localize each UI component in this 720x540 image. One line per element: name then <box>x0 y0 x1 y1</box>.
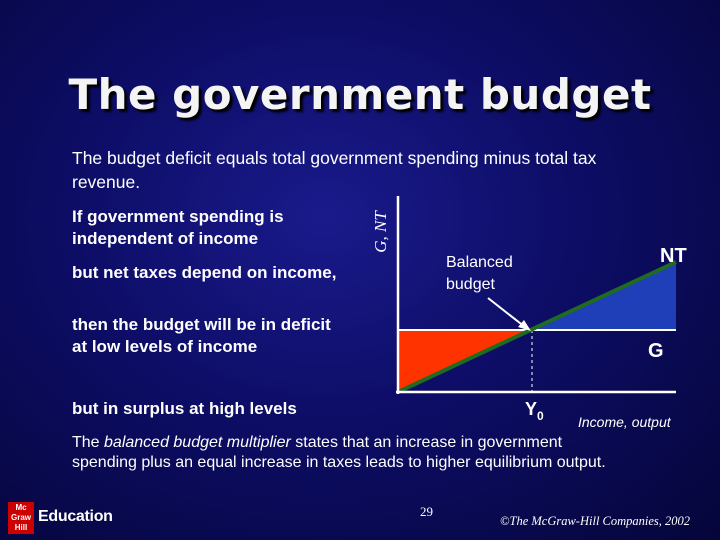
taxes-condition-text: but net taxes depend on income, <box>72 263 337 282</box>
y0-letter: Y <box>525 399 537 419</box>
page-number: 29 <box>420 504 433 519</box>
multiplier-suffix: states that an increase in government sp… <box>72 434 606 471</box>
surplus-condition-text: but in surplus at high levels <box>72 399 297 418</box>
mcgraw-hill-logo: Mc Graw Hill <box>8 502 34 534</box>
x-axis-label: Income, output <box>578 414 672 430</box>
y-axis-label: G, NT <box>371 210 390 253</box>
multiplier-text: The balanced budget multiplier states th… <box>72 433 612 473</box>
balanced-budget-arrow <box>487 297 526 328</box>
multiplier-term: balanced budget multiplier <box>104 434 291 451</box>
slide-title: The government budget <box>68 70 652 119</box>
g-label: G <box>648 340 664 362</box>
education-logo-text: Education <box>38 508 113 525</box>
intro-text: The budget deficit equals total governme… <box>72 148 597 192</box>
y0-subscript: 0 <box>537 409 544 423</box>
nt-label: NT <box>660 245 687 267</box>
balanced-budget-arrowhead <box>518 320 531 331</box>
multiplier-prefix: The <box>72 434 105 451</box>
balanced-label-line1: Balanced <box>446 254 513 271</box>
nt-line <box>397 260 677 394</box>
spending-condition-text: If government spending is independent of… <box>72 207 284 248</box>
balanced-label-line2: budget <box>446 276 495 293</box>
deficit-condition-text: then the budget will be in deficit at lo… <box>72 315 331 356</box>
copyright-text: ©The McGraw-Hill Companies, 2002 <box>500 514 691 528</box>
y0-label: Y0 <box>525 399 544 423</box>
